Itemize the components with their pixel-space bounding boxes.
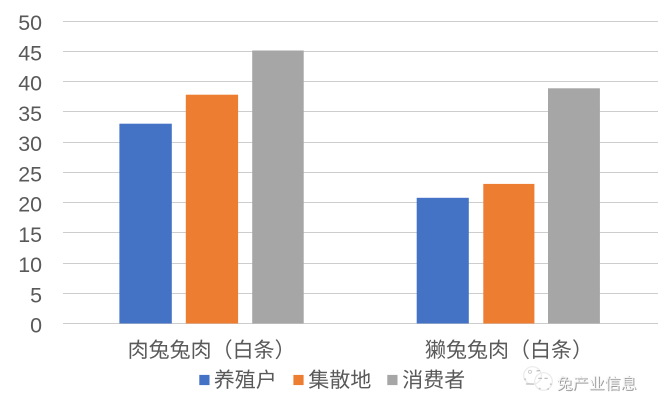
svg-text:20: 20 [18, 193, 42, 217]
svg-text:10: 10 [18, 253, 42, 277]
svg-text:25: 25 [18, 162, 42, 186]
svg-text:40: 40 [18, 72, 42, 96]
svg-text:50: 50 [18, 11, 42, 35]
svg-text:5: 5 [30, 283, 42, 307]
svg-text:0: 0 [30, 314, 42, 338]
svg-text:45: 45 [18, 41, 42, 65]
svg-text:15: 15 [18, 223, 42, 247]
svg-text:30: 30 [18, 132, 42, 156]
svg-text:35: 35 [18, 102, 42, 126]
